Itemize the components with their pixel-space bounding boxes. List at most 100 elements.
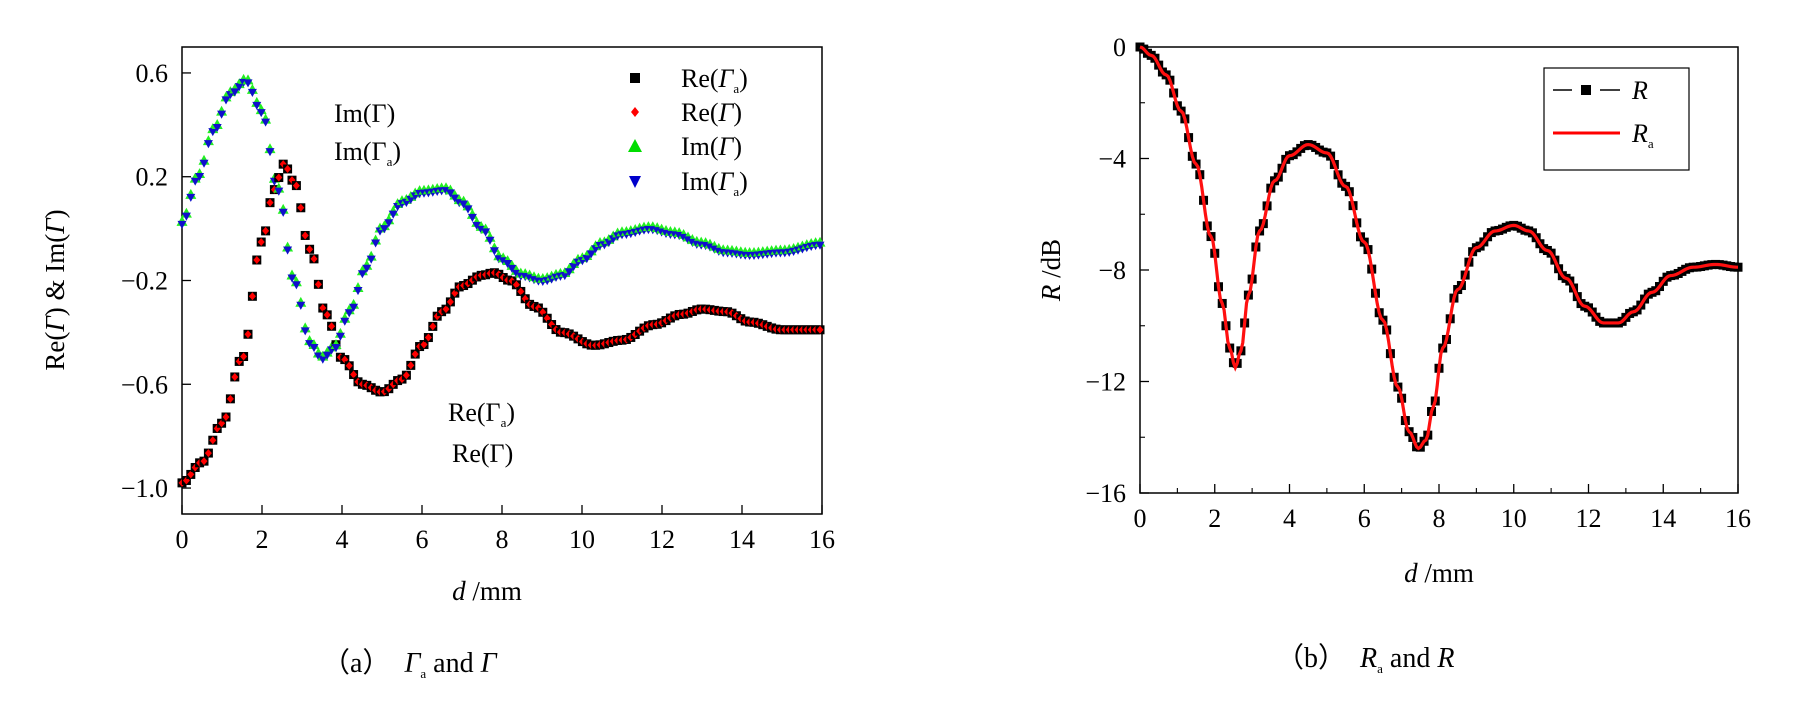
- a-y-tick-label: 0.2: [136, 163, 169, 192]
- im-gamma-a-point: [564, 268, 574, 277]
- y-axis-ticks-b: 0 −4 −8 −12 −16: [1085, 33, 1149, 508]
- im-gamma-a-point: [349, 303, 359, 312]
- y-axis-label-a: Re(Γ) & Im(Γ): [40, 209, 70, 370]
- legend-box-b: [1543, 67, 1690, 171]
- legend-marker-square: [1581, 85, 1591, 95]
- im-gamma-a-point: [195, 172, 205, 182]
- re-gamma-point: [209, 436, 217, 445]
- im-gamma-a-point: [203, 140, 213, 149]
- re-gamma-point: [319, 304, 327, 313]
- im-gamma-a-point: [366, 255, 376, 264]
- re-gamma-point: [442, 305, 450, 314]
- im-gamma-a-point: [208, 128, 218, 137]
- a-y-tick-label: 0.6: [136, 59, 169, 88]
- im-gamma-a-point: [393, 203, 403, 212]
- re-gamma-point: [350, 370, 358, 379]
- panel-a: 0 2 4 6 8 10 12 14 16 0.6 0.2 −0.2 −0.6 −1.0 Im(Γ) I…: [40, 46, 835, 681]
- b-y-tick-label: 0: [1113, 33, 1126, 62]
- re-gamma-point: [226, 394, 234, 403]
- re-gamma-point: [402, 371, 410, 380]
- im-gamma-a-point: [331, 343, 341, 353]
- a-x-tick-label: 10: [569, 525, 595, 554]
- im-gamma-a-point: [463, 205, 473, 214]
- im-gamma-a-point: [221, 96, 231, 105]
- im-gamma-a-point: [388, 210, 398, 219]
- re-gamma-point: [323, 310, 331, 319]
- im-gamma-a-point: [291, 281, 301, 290]
- im-gamma-a-point: [362, 264, 372, 273]
- y-axis-label-b: R /dB: [1036, 239, 1066, 302]
- im-gamma-a-point: [406, 195, 416, 204]
- x-axis-ticks-b: 0 2 4 6 8 10 12 14 16: [1134, 484, 1751, 533]
- a-x-tick-label: 0: [176, 525, 189, 554]
- im-gamma-a-point: [296, 301, 306, 310]
- im-gamma-a-point: [591, 245, 601, 254]
- re-gamma-point: [266, 198, 274, 207]
- im-gamma-a-point: [503, 259, 513, 269]
- im-gamma-a-point: [344, 309, 354, 318]
- re-gamma-point: [297, 203, 305, 212]
- re-gamma-point: [420, 340, 428, 349]
- re-gamma-point: [275, 173, 283, 182]
- legend-marker-diamond: [631, 107, 639, 117]
- re-gamma-point: [187, 470, 195, 479]
- a-x-tick-label: 4: [336, 525, 349, 554]
- caption-a: （a） Γa and Γ: [322, 647, 498, 681]
- re-gamma-point: [407, 361, 415, 370]
- im-gamma-a-point: [384, 219, 394, 228]
- im-gamma-a-point: [371, 239, 381, 248]
- im-gamma-a-point: [217, 110, 227, 119]
- re-gamma-point: [345, 361, 353, 370]
- a-x-tick-label: 12: [649, 525, 675, 554]
- re-gamma-point: [816, 325, 824, 334]
- re-gamma-point: [257, 238, 265, 247]
- im-gamma-a-point: [256, 109, 266, 118]
- b-x-tick-label: 4: [1283, 504, 1296, 533]
- re-gamma-point: [231, 372, 239, 381]
- im-gamma-a-point: [459, 200, 469, 209]
- legend-label: Im(Γa): [681, 167, 748, 199]
- x-axis-ticks-a: 0 2 4 6 8 10 12 14 16: [176, 505, 835, 554]
- x-axis-label-b: d /mm: [1404, 558, 1474, 588]
- im-gamma-a-point: [569, 262, 579, 272]
- re-gamma-point: [310, 254, 318, 263]
- legend-marker-triangle-down: [629, 176, 641, 188]
- im-gamma-a-point: [322, 351, 332, 360]
- re-gamma-point: [248, 292, 256, 301]
- re-gamma-point: [292, 181, 300, 190]
- im-gamma-a-point: [212, 123, 222, 133]
- a-y-tick-label: −1.0: [121, 474, 168, 503]
- im-gamma-a-point: [507, 264, 517, 274]
- annotation-im-gamma: Im(Γ): [334, 99, 395, 128]
- im-gamma-a-point: [247, 88, 257, 97]
- b-x-tick-label: 6: [1358, 504, 1371, 533]
- re-gamma-point: [512, 280, 520, 289]
- im-gamma-a-point: [274, 187, 284, 196]
- b-y-tick-label: −8: [1098, 256, 1126, 285]
- caption-b: （b） Ra and R: [1276, 642, 1454, 676]
- b-y-tick-label: −16: [1085, 479, 1126, 508]
- b-x-tick-label: 2: [1208, 504, 1221, 533]
- b-x-tick-label: 16: [1725, 504, 1751, 533]
- im-gamma-a-point: [300, 327, 310, 336]
- re-gamma-point: [411, 350, 419, 359]
- a-x-tick-label: 16: [809, 525, 835, 554]
- im-gamma-a-point: [309, 344, 319, 353]
- im-gamma-a-point: [234, 83, 244, 92]
- im-gamma-a-point: [489, 247, 499, 256]
- a-x-tick-label: 6: [416, 525, 429, 554]
- re-gamma-point: [429, 322, 437, 331]
- im-gamma-a-point: [604, 238, 614, 247]
- a-x-tick-label: 2: [256, 525, 269, 554]
- im-gamma-a-point: [230, 88, 240, 97]
- a-y-tick-label: −0.2: [121, 267, 168, 296]
- a-x-tick-label: 14: [729, 525, 755, 554]
- re-gamma-point: [253, 255, 261, 264]
- im-gamma-a-point: [445, 189, 455, 198]
- re-gamma-point: [517, 287, 525, 296]
- b-y-tick-label: −12: [1085, 368, 1126, 397]
- a-x-tick-label: 8: [496, 525, 509, 554]
- b-x-tick-label: 14: [1650, 504, 1676, 533]
- annotation-im-gamma-a: Im(Γa): [334, 137, 401, 169]
